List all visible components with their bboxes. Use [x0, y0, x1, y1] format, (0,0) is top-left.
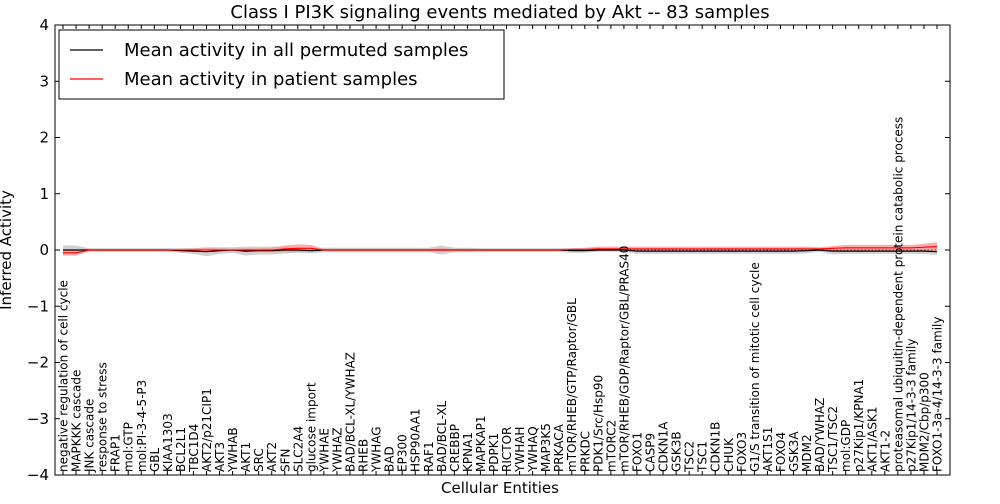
plot-area: 4 3 2 1 0 −1 −2 −3 −4 negative regulation of cell…	[27, 16, 951, 484]
x-axis-label: Cellular Entities	[441, 479, 559, 497]
x-tick-label: TSC1/TSC2	[826, 406, 840, 473]
x-tick-label: YWHAH	[513, 427, 527, 473]
x-tick-label: mol:PI-3-4-5-P3	[135, 380, 149, 472]
patient-mean-line	[63, 246, 938, 254]
x-tick-label: mTOR/RHEB/GDP/Raptor/GBL/PRAS40	[617, 246, 631, 472]
x-tick-label: BAD/BCL-XL	[435, 400, 449, 472]
x-tick-label: SLC2A4	[291, 426, 305, 472]
y-tick-label: 2	[39, 129, 49, 147]
x-tick-label: HSP90AA1	[409, 408, 423, 472]
x-tick-label: CDKN1A	[657, 421, 671, 472]
x-tick-label: GBL	[148, 447, 162, 472]
x-tick-label: CASP9	[644, 433, 658, 472]
patient-confidence-band	[63, 242, 937, 256]
y-tick-label: −2	[27, 354, 49, 372]
x-tick-label: FRAP1	[109, 434, 123, 472]
x-tick-label: GSK3B	[670, 431, 684, 472]
x-tick-label: BAD/YWHAZ	[813, 398, 827, 472]
y-tick-label: 0	[39, 241, 49, 259]
x-tick-label: BAD/BCL-XL/YWHAZ	[344, 352, 358, 472]
x-tick-label: MDM2	[800, 434, 814, 472]
x-tick-label: SFN	[278, 449, 292, 473]
x-tick-label: TSC2	[683, 441, 697, 473]
x-tick-label: mTORC2	[604, 420, 618, 472]
x-tick-label: MAPKAP1	[474, 415, 488, 472]
x-tick-label: AKT1-2	[878, 430, 892, 472]
x-tick-label: PDPK1	[487, 433, 501, 472]
x-tick-label: FOXO4	[774, 432, 788, 472]
y-axis-label: Inferred Activity	[0, 190, 15, 310]
x-tick-label: mTOR/RHEB/GTP/Raptor/GBL	[565, 298, 579, 472]
x-tick-label: MAPKKK cascade	[70, 370, 84, 472]
x-tick-label: mol:GTP	[122, 422, 136, 472]
x-tick-label: mol:GDP	[839, 420, 853, 472]
x-tick-label: YWHAG	[370, 426, 384, 473]
x-tick-label: JNK cascade	[83, 399, 97, 473]
x-tick-label: KPNA1	[461, 432, 475, 472]
x-tick-label: EP300	[396, 434, 410, 472]
x-tick-label: RHEB	[357, 439, 371, 472]
x-tick-label: SRC	[252, 448, 266, 472]
x-tick-label: BCL2L1	[174, 427, 188, 472]
x-tick-label: AKT1	[239, 442, 253, 472]
x-tick-label: FOXO1	[631, 432, 645, 472]
x-tick-label: YWHAZ	[330, 427, 344, 473]
x-tick-label: BAD	[383, 446, 397, 472]
x-tick-label: proteasomal ubiquitin-dependent protein …	[891, 117, 905, 472]
x-tick-label: AKT3	[213, 442, 227, 472]
x-tick-label: PRKDC	[578, 431, 592, 472]
x-tick-label: p27Kip1/KPNA1	[852, 379, 866, 472]
chart-legend: Mean activity in all permuted samples Mea…	[58, 29, 505, 100]
x-tick-label: TBC1D4	[187, 424, 201, 473]
x-tick-label: p27Kip1/14-3-3 family	[904, 339, 918, 472]
x-tick-label: AKT2/p21CIP1	[200, 388, 214, 472]
x-tick-label: AKT2	[265, 442, 279, 472]
x-tick-label: PRKACA	[552, 423, 566, 472]
x-tick-label: YWHAE	[317, 428, 331, 473]
y-tick-label: −3	[27, 410, 49, 428]
x-tick-label: CHUK	[722, 437, 736, 472]
x-tick-label: CDKN1B	[709, 422, 723, 472]
x-tick-label: KIAA1303	[161, 413, 175, 472]
x-tick-label: RAF1	[422, 441, 436, 472]
x-tick-label: AKT1S1	[761, 427, 775, 472]
x-tick-label: CREBBP	[448, 424, 462, 472]
x-tick-label: glucose import	[304, 382, 318, 472]
x-tick-label: MAP3K5	[539, 423, 553, 472]
x-tick-label: PDK1/Src/Hsp90	[591, 375, 605, 472]
x-tick-label: TSC1	[696, 441, 710, 473]
x-tick-label: FOXO1-3a-4/14-3-3 family	[931, 317, 945, 473]
x-tick-label: YWHAQ	[526, 426, 540, 473]
x-tick-label: YWHAB	[226, 427, 240, 473]
x-tick-label: negative regulation of cell cycle	[57, 280, 71, 472]
y-tick-label: 3	[39, 72, 49, 90]
chart-title: Class I PI3K signaling events mediated b…	[230, 2, 769, 23]
x-tick-label: AKT1/ASK1	[865, 407, 879, 472]
x-tick-label: FOXO3	[735, 432, 749, 472]
x-tick-label: MDM2/Cbp/p300	[918, 372, 932, 472]
x-tick-label: RICTOR	[500, 427, 514, 472]
y-tick-label: 1	[39, 185, 49, 203]
x-tick-label: GSK3A	[787, 431, 801, 472]
y-tick-label: 4	[39, 16, 49, 34]
y-tick-label: −4	[27, 466, 49, 484]
y-tick-label: −1	[27, 297, 49, 315]
legend-patient-label: Mean activity in patient samples	[124, 69, 418, 90]
x-tick-label: response to stress	[96, 362, 110, 472]
legend-permuted-label: Mean activity in all permuted samples	[124, 40, 468, 61]
legend-box	[58, 29, 505, 100]
x-tick-label: G1/S transition of mitotic cell cycle	[748, 262, 762, 472]
